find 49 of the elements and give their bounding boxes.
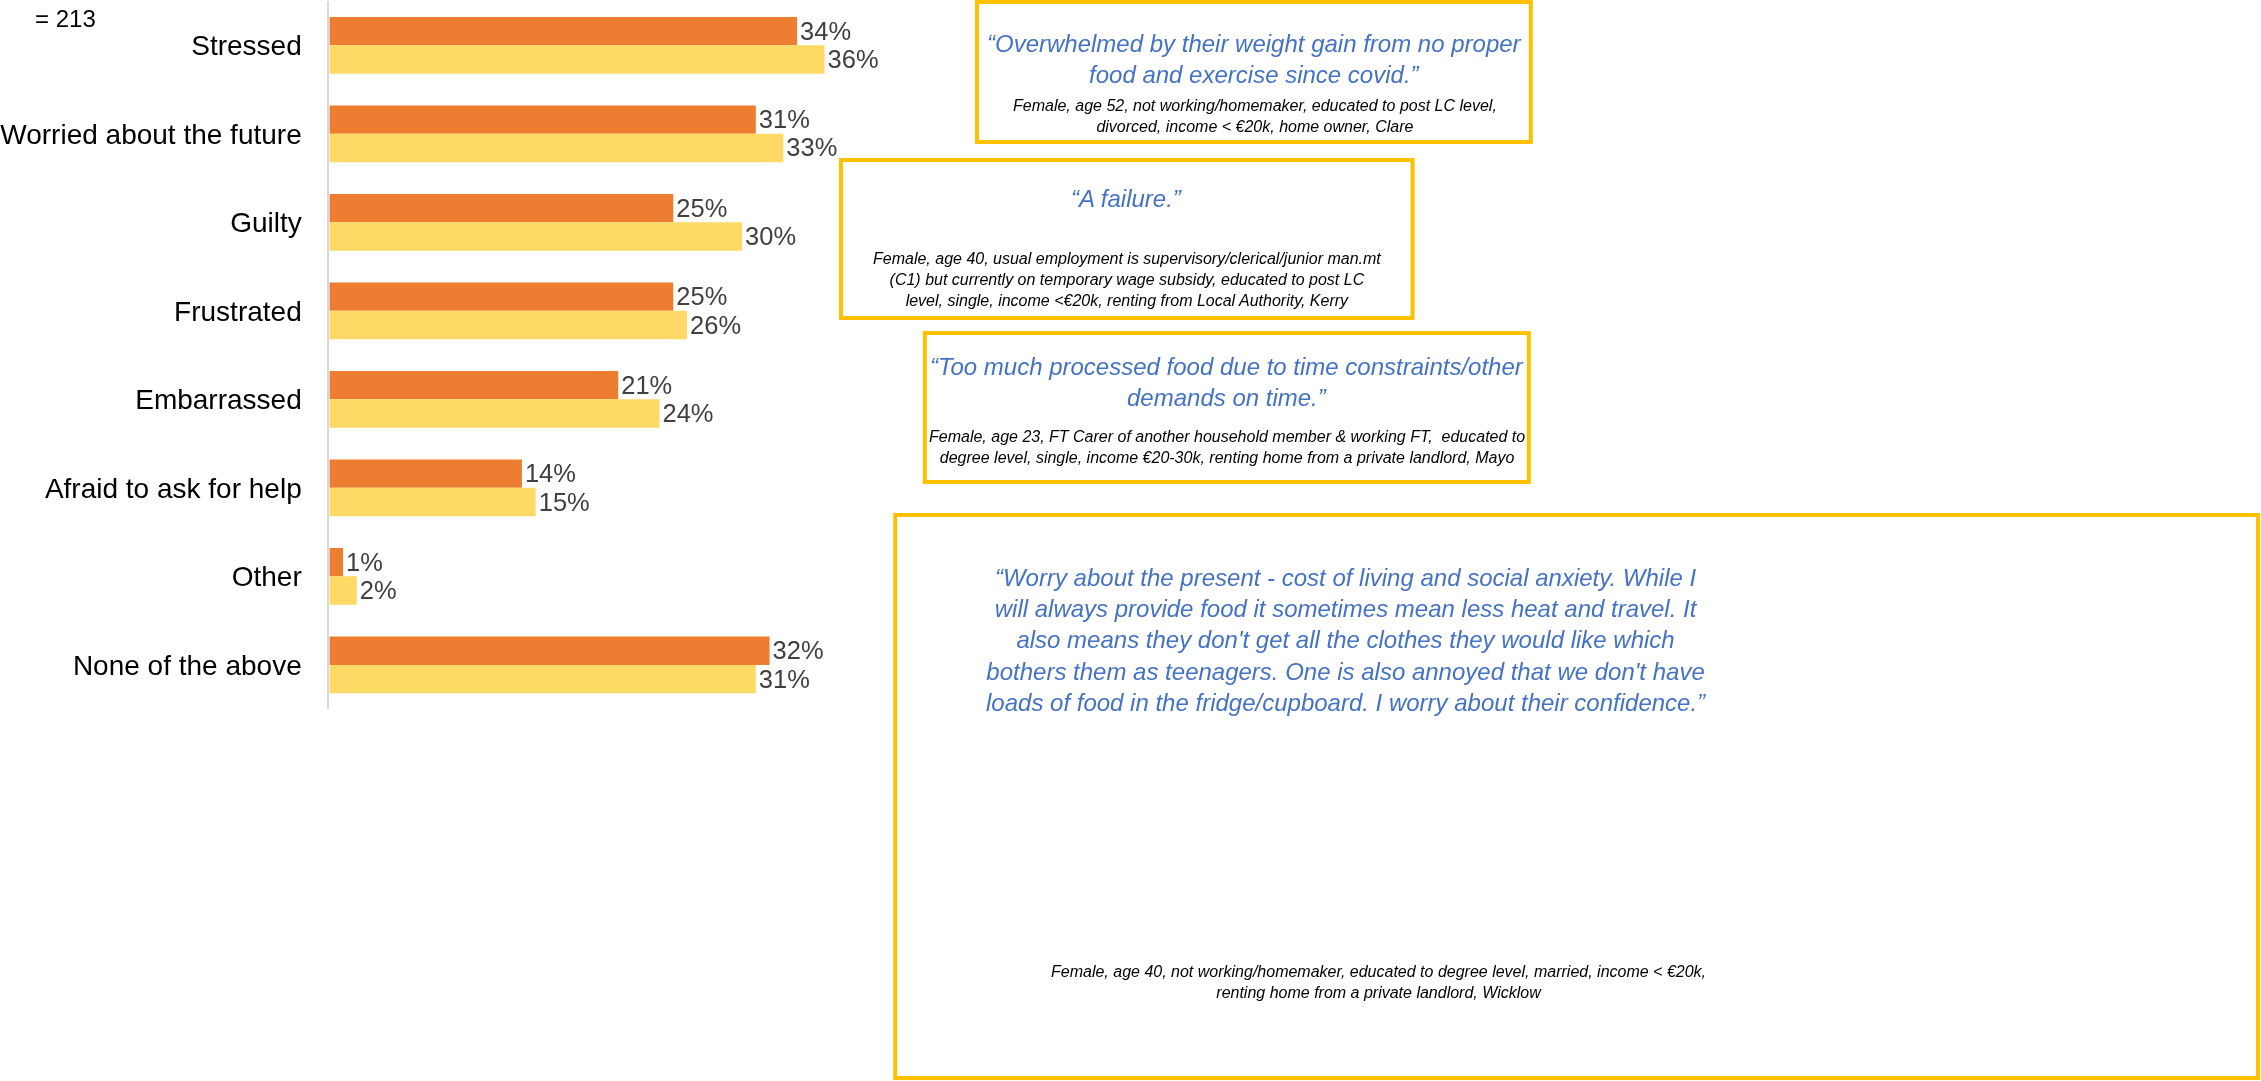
y-tick-label: None of the above <box>72 649 302 681</box>
bar <box>329 105 756 134</box>
data-label: 24% <box>662 399 714 428</box>
bar <box>329 194 674 223</box>
text: “Overwhelmed by their weight gain from no proper food and exercise since covid.” <box>987 30 1522 89</box>
y-tick-label: Frustrated <box>174 295 302 327</box>
data-label: 21% <box>621 370 673 399</box>
bar <box>329 576 357 605</box>
text: “A failure.” <box>1071 185 1182 212</box>
text: “Worry about the present - cost of living and social anxiety. While I will always provide food it sometimes mean less heat and travel. It also means they don't get all the clothes they would like which bothers them as teenagers. One is also annoyed that we don't have loads of food in the fridge/cupboard. I worry about their confidence.” <box>986 564 1707 716</box>
bar <box>329 371 619 400</box>
y-tick-label: Worried about the future <box>0 118 302 150</box>
data-label: 25% <box>676 193 728 222</box>
y-tick-label: Embarrassed <box>135 384 302 416</box>
bar <box>329 133 784 163</box>
bar <box>329 664 756 694</box>
data-label: 26% <box>690 310 742 339</box>
data-label: 33% <box>786 133 838 162</box>
y-tick-label: Guilty <box>230 207 302 239</box>
y-tick-label: Stressed <box>191 30 302 62</box>
bar <box>329 399 660 428</box>
text: = 213 <box>35 5 96 32</box>
data-label: 1% <box>346 547 383 576</box>
bar <box>329 45 825 74</box>
data-label: 2% <box>359 576 397 605</box>
data-label: 36% <box>827 45 879 73</box>
y-tick-label: Afraid to ask for help <box>44 472 302 504</box>
y-tick-label: Other <box>231 561 302 593</box>
data-label: 15% <box>538 487 590 516</box>
data-label: 31% <box>758 664 810 693</box>
data-label: 25% <box>676 282 728 311</box>
bar <box>329 487 536 517</box>
bar <box>329 282 674 311</box>
bar <box>329 459 522 488</box>
bar <box>329 222 743 251</box>
text: Female, age 52, not working/homemaker, educated to post LC level, divorced, income < €20k, home owner, Clare <box>1013 97 1497 135</box>
bar <box>329 310 688 340</box>
data-label: 34% <box>800 16 852 45</box>
data-label: 31% <box>758 105 810 134</box>
bar <box>329 636 770 665</box>
bar <box>329 17 798 46</box>
data-label: 32% <box>772 636 824 665</box>
text: Female, age 40, not working/homemaker, educated to degree level, married, income < €20k, renting home from a private landlord, Wicklow <box>1051 963 1707 1001</box>
bar <box>329 548 344 577</box>
data-label: 30% <box>745 222 797 251</box>
text: “Too much processed food due to time constraints/other demands on time.” <box>930 353 1524 412</box>
data-label: 14% <box>524 459 576 488</box>
text: Female, age 23, FT Carer of another household member & working FT, educated to degree level, single, income €20-30k, renting home from a private landlord, Mayo <box>929 428 1526 466</box>
text: Female, age 40, usual employment is supervisory/clerical/junior man.mt (C1) but currently on temporary wage subsidy, educated to post LC level, single, income <€20k, renting from Local Authority, Kerry <box>873 250 1382 309</box>
